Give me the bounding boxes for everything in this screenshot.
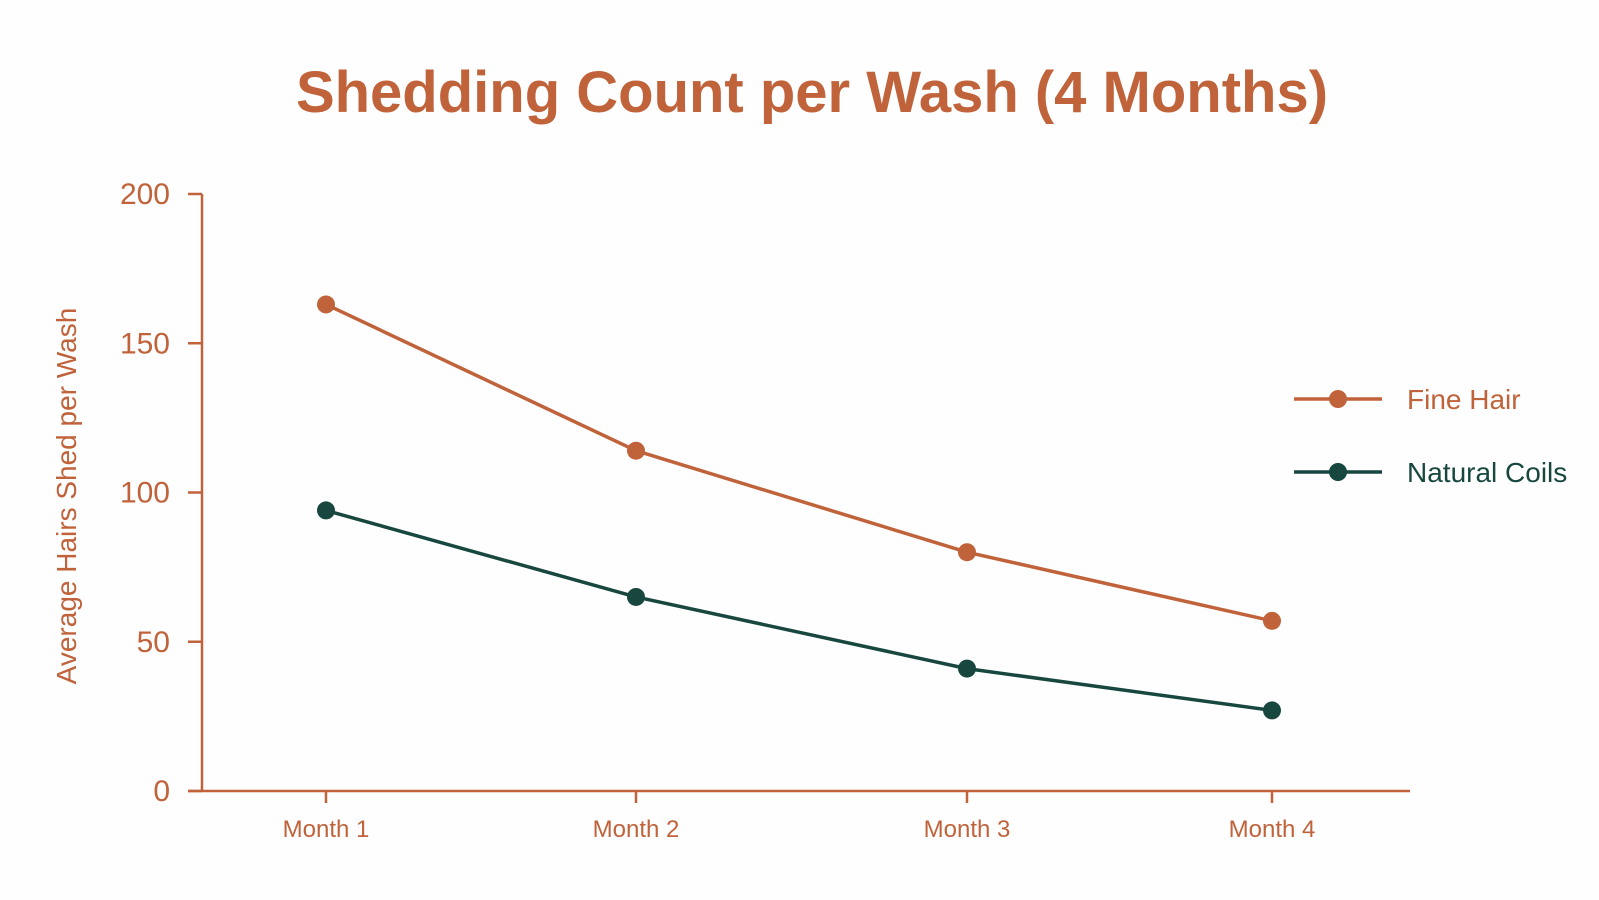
data-point: [317, 295, 335, 314]
legend-item: Fine Hair: [1294, 384, 1521, 415]
x-tick-label: Month 2: [593, 816, 680, 843]
x-axis-ticks: Month 1 Month 2 Month 3 Month 4: [283, 791, 1316, 843]
y-axis-ticks: 0 50 100 150 200: [120, 178, 202, 808]
y-tick-label: 50: [137, 626, 170, 659]
legend-label: Fine Hair: [1407, 384, 1521, 415]
data-point: [1263, 701, 1281, 720]
series-fine-hair: [317, 295, 1281, 630]
axes: [188, 194, 1410, 793]
x-tick-label: Month 4: [1229, 816, 1316, 843]
legend-marker: [1329, 390, 1347, 408]
legend-label: Natural Coils: [1407, 457, 1567, 488]
series-layer: [317, 295, 1281, 720]
chart-title: Shedding Count per Wash (4 Months): [296, 60, 1328, 125]
data-point: [958, 659, 976, 678]
y-tick-label: 100: [120, 477, 170, 510]
y-axis-label: Average Hairs Shed per Wash: [51, 308, 82, 685]
legend-marker: [1329, 463, 1347, 481]
y-tick-label: 200: [120, 178, 170, 211]
y-tick-label: 150: [120, 327, 170, 360]
y-tick-label: 0: [153, 775, 170, 808]
legend-item: Natural Coils: [1294, 457, 1567, 488]
x-tick-label: Month 3: [924, 816, 1011, 843]
data-point: [627, 587, 645, 606]
x-tick-label: Month 1: [283, 816, 370, 843]
series-line: [325, 302, 1273, 623]
data-point: [627, 441, 645, 460]
data-point: [1263, 611, 1281, 630]
data-point: [317, 501, 335, 520]
series-natural-coils: [317, 501, 1281, 720]
legend: Fine Hair Natural Coils: [1294, 384, 1567, 488]
series-line: [325, 508, 1273, 713]
data-point: [958, 543, 976, 562]
